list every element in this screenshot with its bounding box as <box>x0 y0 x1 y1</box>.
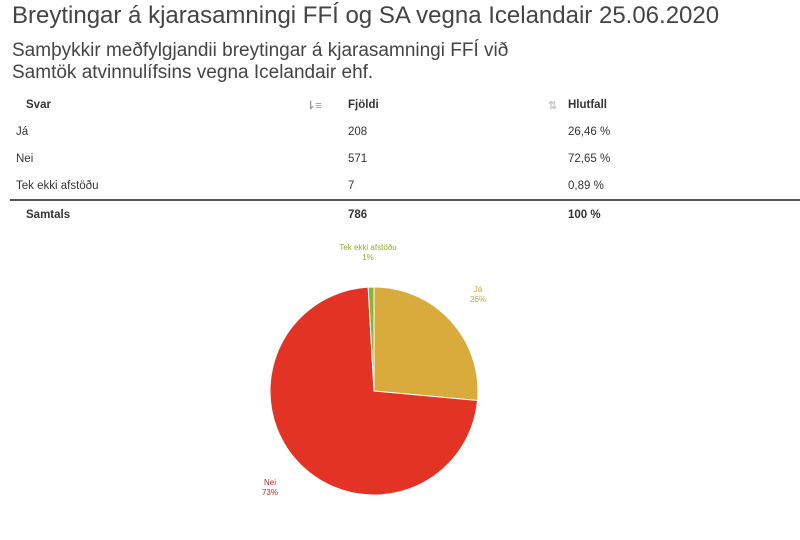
slice-tek-ekki <box>367 286 375 392</box>
slice-ja <box>373 286 479 402</box>
column-header-hlutfall[interactable]: Hlutfall ↓ <box>568 92 800 118</box>
slice-label-nei: Nei 73% <box>250 478 290 498</box>
slice-label-name: Já <box>473 285 483 294</box>
slice-label-percent: 1% <box>362 253 374 262</box>
sort-both-icon[interactable]: ⇅ <box>548 100 558 112</box>
total-fjoldi: 786 <box>348 199 568 229</box>
column-label: Svar <box>26 99 51 111</box>
table-header-row: Svar ⇂≡ Fjöldi ⇅ Hlutfall ↓ <box>10 92 800 118</box>
total-hlutfall: 100 % <box>568 199 800 229</box>
sort-amount-icon[interactable]: ⇂≡ <box>306 100 322 112</box>
cell-hlutfall: 26,46 % <box>568 125 611 138</box>
cell-fjoldi: 571 <box>348 152 368 165</box>
pie-chart: Tek ekki afstöðu 1% Já 26% Nei 73% <box>0 235 800 535</box>
question-text: Samþykkir meðfylgjandii breytingar á kja… <box>12 40 509 83</box>
table-row: Já 208 26,46 % <box>10 118 800 145</box>
column-label: Hlutfall <box>568 99 607 111</box>
slice-label-name: Tek ekki afstöðu <box>339 243 397 252</box>
cell-fjoldi: 208 <box>348 125 368 138</box>
table-row: Tek ekki afstöðu 7 0,89 % <box>10 172 800 200</box>
cell-svar: Tek ekki afstöðu <box>16 179 99 192</box>
cell-fjoldi: 7 <box>348 179 355 192</box>
table-row: Nei 571 72,65 % <box>10 145 800 172</box>
slice-label-percent: 73% <box>261 488 278 497</box>
cell-hlutfall: 0,89 % <box>568 179 604 192</box>
slice-label-ja: Já 26% <box>458 285 498 305</box>
slice-label-tek-ekki: Tek ekki afstöðu 1% <box>318 243 418 263</box>
results-table: Svar ⇂≡ Fjöldi ⇅ Hlutfall ↓ Já 208 26,46… <box>10 92 800 229</box>
cell-svar: Nei <box>16 152 34 165</box>
column-header-svar[interactable]: Svar ⇂≡ <box>10 92 348 118</box>
total-label: Samtals <box>10 199 348 229</box>
slice-label-name: Nei <box>263 478 276 487</box>
table-total-row: Samtals 786 100 % <box>10 199 800 229</box>
slice-nei <box>269 286 479 496</box>
page-title: Breytingar á kjarasamningi FFÍ og SA veg… <box>12 2 720 29</box>
column-label: Fjöldi <box>348 99 379 111</box>
slice-label-percent: 26% <box>469 295 486 304</box>
column-header-fjoldi[interactable]: Fjöldi ⇅ <box>348 92 568 118</box>
cell-svar: Já <box>16 125 29 138</box>
cell-hlutfall: 72,65 % <box>568 152 611 165</box>
pie-svg <box>269 286 479 496</box>
